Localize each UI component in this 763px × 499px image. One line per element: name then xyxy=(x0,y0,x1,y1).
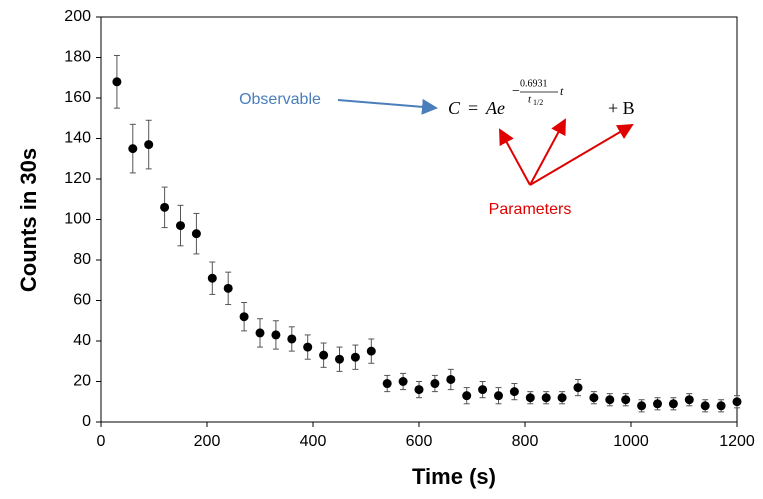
x-tick-label: 0 xyxy=(97,433,106,450)
data-point xyxy=(144,140,154,150)
data-point xyxy=(478,385,488,395)
data-point xyxy=(637,401,647,411)
data-point xyxy=(653,399,662,409)
data-point xyxy=(398,377,408,386)
x-tick-label: 400 xyxy=(300,433,327,450)
data-point xyxy=(589,393,599,403)
x-tick-label: 800 xyxy=(512,433,539,450)
formula-tail: + B xyxy=(608,98,635,118)
data-point xyxy=(112,77,122,87)
data-point xyxy=(605,395,615,405)
data-point xyxy=(366,346,376,356)
data-point xyxy=(525,393,535,403)
y-tick-label: 200 xyxy=(64,8,91,25)
data-point xyxy=(732,397,742,407)
formula-denominator: t xyxy=(528,94,532,106)
data-point xyxy=(191,229,201,239)
data-point xyxy=(319,350,329,360)
data-point xyxy=(446,374,456,384)
x-tick-label: 600 xyxy=(406,433,433,450)
formula-denominator-sub: 1/2 xyxy=(533,98,543,107)
data-point xyxy=(255,328,265,338)
parameters-label: Parameters xyxy=(489,201,572,218)
data-point xyxy=(160,202,170,212)
y-tick-label: 120 xyxy=(64,170,91,187)
y-tick-label: 60 xyxy=(73,292,91,309)
data-point xyxy=(462,391,472,401)
y-tick-label: 40 xyxy=(73,332,91,349)
data-point xyxy=(716,401,726,411)
y-tick-label: 100 xyxy=(64,211,91,228)
y-tick-label: 80 xyxy=(73,251,91,268)
data-point xyxy=(223,283,233,293)
data-point xyxy=(303,342,313,352)
data-point xyxy=(239,312,249,322)
data-point xyxy=(335,354,344,364)
data-point xyxy=(494,391,503,401)
data-point xyxy=(176,221,185,231)
data-point xyxy=(573,383,583,393)
formula-minus: − xyxy=(512,84,520,99)
x-tick-label: 1200 xyxy=(719,433,755,450)
x-axis-label: Time (s) xyxy=(412,464,496,489)
formula-base: Ae xyxy=(485,98,505,118)
observable-arrow xyxy=(337,98,438,115)
data-point xyxy=(668,399,678,409)
data-point xyxy=(509,387,519,397)
y-tick-label: 20 xyxy=(73,373,91,390)
data-point xyxy=(350,352,360,362)
data-point xyxy=(271,330,281,340)
data-point xyxy=(557,393,567,403)
x-tick-label: 200 xyxy=(194,433,221,450)
data-point xyxy=(414,385,424,395)
data-point xyxy=(430,379,440,389)
data-point xyxy=(700,401,710,411)
y-tick-label: 0 xyxy=(82,413,91,430)
data-point xyxy=(287,334,297,344)
data-point xyxy=(128,144,138,154)
y-tick-label: 180 xyxy=(64,49,91,66)
y-tick-label: 160 xyxy=(64,89,91,106)
y-axis-label: Counts in 30s xyxy=(16,148,41,292)
formula-numerator: 0.6931 xyxy=(520,78,548,89)
data-point xyxy=(621,395,631,405)
parameter-arrows xyxy=(499,118,634,186)
observable-label: Observable xyxy=(239,91,321,108)
data-point xyxy=(382,379,392,389)
x-tick-label: 1000 xyxy=(613,433,649,450)
data-point xyxy=(684,395,694,405)
formula-eq: = xyxy=(468,98,478,118)
data-point xyxy=(541,393,551,403)
data-point xyxy=(207,273,217,283)
formula-lhs: C xyxy=(448,98,461,118)
formula: C = Ae − 0.6931 t 1/2 t + B xyxy=(448,78,635,118)
y-tick-label: 140 xyxy=(64,130,91,147)
formula-t: t xyxy=(560,84,564,98)
